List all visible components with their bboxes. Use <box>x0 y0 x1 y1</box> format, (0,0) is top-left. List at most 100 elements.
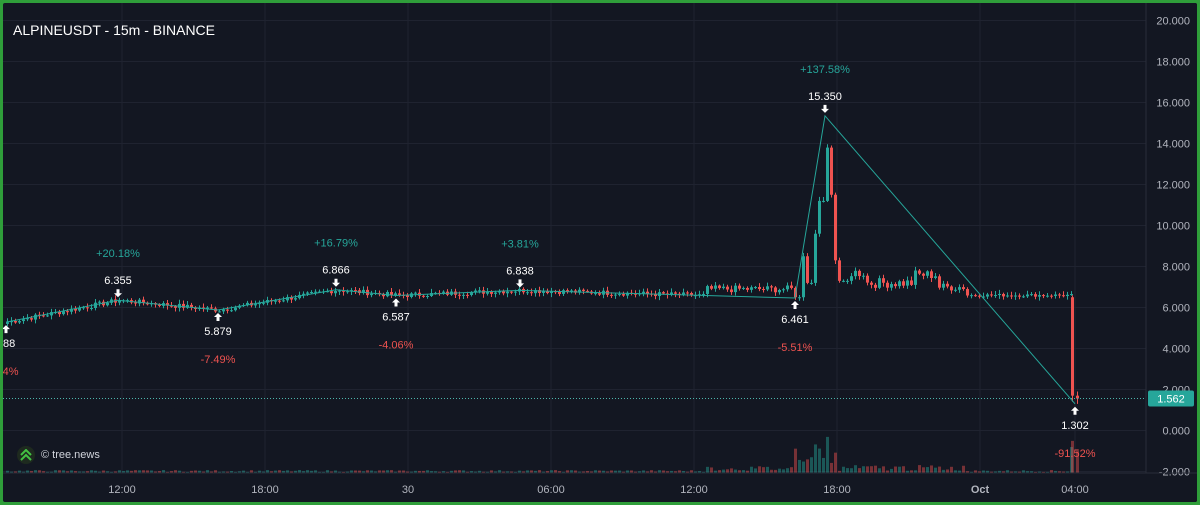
volume-bar <box>826 436 829 473</box>
candle-body <box>978 295 981 297</box>
candle-body <box>510 291 513 293</box>
y-tick-label: 20.000 <box>1156 16 1190 28</box>
volume-bar <box>10 471 13 473</box>
candle-body <box>570 290 573 292</box>
candle-body <box>878 278 881 288</box>
pivot-price-label: 1.302 <box>1061 420 1089 432</box>
time-axis[interactable]: 12:00 18:00 30 06:00 12:00 18:00 Oct 04:00 <box>3 472 1197 496</box>
volume-bar <box>370 470 373 473</box>
candle-body <box>78 307 81 311</box>
pivot-price-label: 5.879 <box>204 326 232 338</box>
arrow-down-icon <box>332 278 340 287</box>
candle-body <box>646 291 649 294</box>
candle-body <box>710 286 713 289</box>
volume-bar <box>742 470 745 473</box>
volume-bar <box>846 468 849 473</box>
volume-bar <box>674 471 677 473</box>
volume-bar <box>854 465 857 473</box>
chart-frame: 288 .44% 6.355 +20.18% 5.879 -7.49% 6.866 +16.7… <box>3 3 1197 502</box>
arrow-up-icon <box>791 301 799 310</box>
candle-body <box>618 294 621 296</box>
volume-bar <box>118 470 121 473</box>
volume-bar <box>822 457 825 473</box>
price-axis[interactable]: 20.000 18.000 16.000 14.000 12.000 10.000 8.00… <box>1145 3 1197 502</box>
candle-body <box>1042 295 1045 297</box>
volume-bar <box>766 466 769 473</box>
volume-bar <box>474 471 477 473</box>
candle-body <box>926 271 929 276</box>
candle-body <box>1022 296 1025 298</box>
volume-bar <box>282 470 285 473</box>
candle-body <box>262 302 265 304</box>
candle-body <box>1018 295 1021 297</box>
volume-bar <box>986 470 989 473</box>
candle-body <box>610 294 613 296</box>
volume-bar <box>942 469 945 473</box>
volume-bar <box>978 471 981 473</box>
grid <box>3 3 1146 473</box>
arrow-down-icon <box>516 279 524 288</box>
volume-bar <box>802 461 805 473</box>
pivot-change-label: +3.81% <box>501 238 539 250</box>
pivot-high-marker: 6.866 +16.79% <box>314 238 358 287</box>
candle-body <box>210 307 213 309</box>
volume-bar <box>682 470 685 473</box>
volume-bar <box>294 470 297 473</box>
volume-bar <box>894 466 897 473</box>
candle-body <box>670 292 673 295</box>
arrow-up-icon <box>1071 406 1079 415</box>
volume-bar <box>618 470 621 473</box>
volume-bar <box>446 471 449 473</box>
volume-bar <box>722 469 725 473</box>
candle-body <box>174 306 177 308</box>
volume-bar <box>142 470 145 473</box>
candle-body <box>186 304 189 308</box>
candle-body <box>426 295 429 297</box>
volume-bar <box>958 470 961 473</box>
volume-bar <box>774 469 777 473</box>
volume-bar <box>78 471 81 473</box>
candle-body <box>342 290 345 292</box>
candle-body <box>766 286 769 290</box>
candle-body <box>718 285 721 289</box>
volume-bar <box>254 471 257 473</box>
volume-bar <box>74 471 77 473</box>
pivot-change-label: -91.52% <box>1055 448 1096 460</box>
volume-bar <box>250 470 253 473</box>
volume-bar <box>62 470 65 473</box>
candle-body <box>302 293 305 295</box>
volume-bar <box>658 470 661 473</box>
volume-bar <box>438 471 441 473</box>
candle-body <box>738 285 741 289</box>
volume-bar <box>1030 471 1033 473</box>
volume-bar <box>858 468 861 473</box>
y-tick-label: 4.000 <box>1162 344 1190 356</box>
candle-body <box>46 315 49 317</box>
candle-body <box>98 301 101 303</box>
volume-bar <box>454 470 457 473</box>
x-tick-label: 18:00 <box>251 484 279 496</box>
volume-bar <box>174 470 177 473</box>
pivot-price-label: 6.355 <box>104 275 132 287</box>
volume-bar <box>330 471 333 473</box>
candle-body <box>542 291 545 293</box>
volume-bar <box>810 457 813 473</box>
candle-body <box>622 294 625 296</box>
volume-bar <box>1054 470 1057 473</box>
pivot-change-label: +137.58% <box>800 64 850 76</box>
pivot-change-label: +20.18% <box>96 248 140 260</box>
candle-body <box>934 276 937 278</box>
volume-bar <box>54 470 57 473</box>
candle-body <box>282 300 285 302</box>
volume-bar <box>582 471 585 473</box>
candle-body <box>386 291 389 297</box>
volume-bar <box>386 470 389 473</box>
volume-bar <box>114 471 117 473</box>
price-chart[interactable]: 288 .44% 6.355 +20.18% 5.879 -7.49% 6.866 +16.7… <box>3 3 1197 502</box>
candle-body <box>954 289 957 291</box>
candle-body <box>626 292 629 296</box>
candle-body <box>874 284 877 288</box>
candle-body <box>686 292 689 294</box>
candle-body <box>246 302 249 306</box>
volume-bar <box>194 470 197 473</box>
